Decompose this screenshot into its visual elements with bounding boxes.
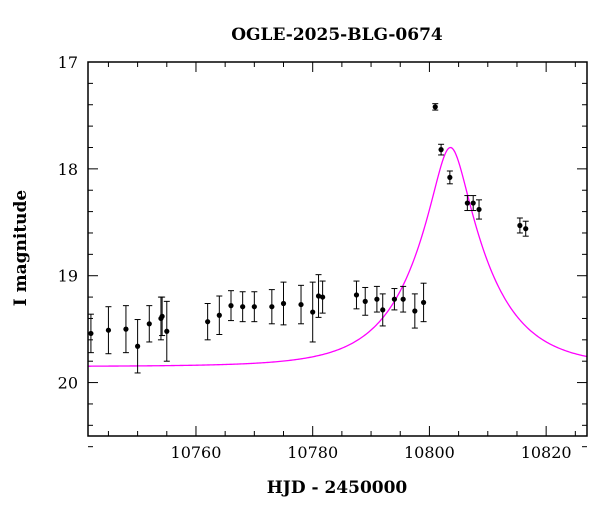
data-point bbox=[163, 300, 170, 362]
data-marker bbox=[447, 174, 453, 181]
data-marker bbox=[146, 321, 152, 327]
data-point bbox=[87, 313, 94, 354]
data-point bbox=[516, 217, 523, 234]
data-point bbox=[379, 293, 386, 327]
data-point bbox=[476, 199, 483, 220]
data-marker bbox=[88, 330, 94, 337]
data-point bbox=[432, 103, 439, 111]
data-marker bbox=[159, 313, 165, 319]
x-tick-label: 10780 bbox=[287, 443, 338, 462]
data-marker bbox=[438, 147, 444, 153]
data-marker bbox=[105, 327, 112, 333]
axis-ticks: 10760 10780 10800 10820 17 18 19 20 bbox=[58, 53, 587, 462]
data-marker bbox=[380, 307, 386, 313]
x-axis-label: HJD - 2450000 bbox=[267, 478, 408, 498]
data-point bbox=[373, 285, 380, 313]
data-point bbox=[464, 195, 471, 212]
y-axis-label: I magnitude bbox=[11, 190, 31, 307]
data-marker bbox=[310, 309, 316, 315]
data-point bbox=[146, 305, 153, 343]
data-marker bbox=[320, 294, 326, 300]
data-point bbox=[315, 274, 322, 318]
data-point bbox=[280, 281, 287, 326]
data-marker bbox=[412, 308, 418, 314]
data-marker bbox=[517, 222, 523, 229]
data-marker bbox=[476, 206, 482, 213]
data-marker bbox=[353, 292, 360, 298]
data-point bbox=[239, 291, 246, 323]
x-tick-label: 10800 bbox=[404, 443, 455, 462]
data-marker bbox=[280, 300, 287, 307]
data-marker bbox=[123, 326, 129, 332]
data-marker bbox=[400, 296, 406, 302]
data-marker bbox=[464, 200, 470, 206]
data-marker bbox=[240, 304, 246, 310]
data-point bbox=[391, 288, 398, 311]
data-marker bbox=[228, 303, 234, 309]
y-tick-label: 18 bbox=[58, 160, 78, 179]
data-marker bbox=[362, 298, 368, 304]
y-tick-label: 19 bbox=[58, 267, 78, 286]
data-point bbox=[438, 143, 445, 156]
data-marker bbox=[523, 226, 529, 232]
data-point bbox=[470, 195, 477, 212]
plot-frame bbox=[87, 61, 588, 437]
x-tick-label: 10760 bbox=[171, 443, 222, 462]
data-point bbox=[362, 286, 369, 316]
data-marker bbox=[269, 304, 275, 310]
data-marker bbox=[164, 328, 170, 334]
model-curve bbox=[88, 146, 587, 367]
data-marker bbox=[391, 296, 398, 302]
data-marker bbox=[216, 312, 222, 318]
data-marker bbox=[470, 200, 476, 206]
data-point bbox=[353, 280, 360, 310]
data-point bbox=[400, 285, 407, 313]
data-marker bbox=[298, 301, 304, 308]
data-point bbox=[227, 290, 234, 322]
data-point bbox=[105, 306, 112, 355]
data-marker bbox=[315, 293, 322, 299]
data-point bbox=[122, 305, 129, 354]
data-marker bbox=[374, 296, 380, 302]
data-point bbox=[420, 282, 427, 323]
data-marker bbox=[205, 319, 211, 325]
data-point bbox=[522, 220, 529, 237]
data-point bbox=[134, 319, 141, 374]
data-marker bbox=[135, 343, 141, 349]
data-point bbox=[319, 280, 326, 314]
data-marker bbox=[251, 304, 257, 310]
data-point bbox=[216, 295, 223, 335]
data-point bbox=[251, 291, 258, 323]
data-point bbox=[309, 281, 316, 343]
plot-area bbox=[87, 103, 587, 374]
data-point bbox=[446, 170, 453, 185]
data-point bbox=[159, 296, 166, 337]
chart-title: OGLE-2025-BLG-0674 bbox=[231, 25, 443, 45]
y-tick-label: 17 bbox=[58, 53, 78, 72]
data-point bbox=[268, 289, 275, 325]
y-tick-label: 20 bbox=[58, 374, 78, 393]
x-tick-label: 10820 bbox=[521, 443, 572, 462]
data-point bbox=[204, 302, 211, 341]
data-marker bbox=[420, 299, 427, 306]
data-point bbox=[298, 284, 305, 325]
data-point bbox=[411, 293, 418, 329]
data-marker bbox=[432, 104, 438, 110]
